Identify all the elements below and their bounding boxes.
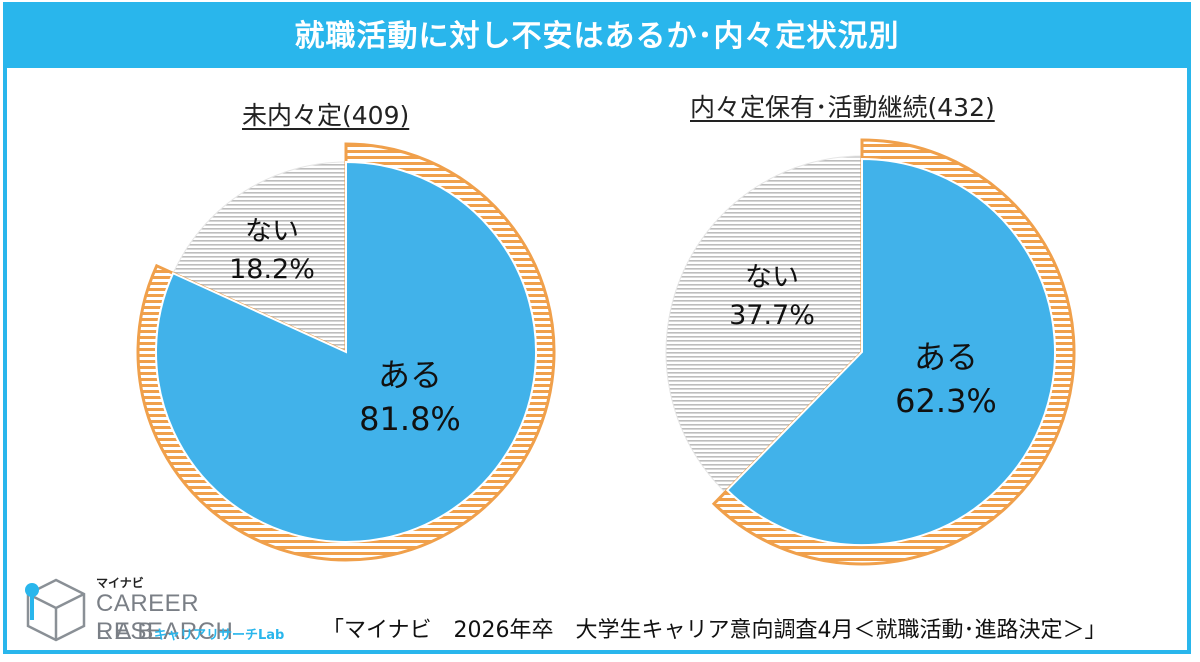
source-note: 「マイナビ 2026年卒 大学生キャリア意向調査4月＜就職活動･進路決定＞」: [322, 618, 1107, 643]
value-aru-1: 62.3%: [895, 382, 997, 420]
label-nai-1: ない: [745, 262, 799, 293]
logo-mynavi: マイナビ: [96, 576, 144, 590]
banner-title: 就職活動に対し不安はあるか･内々定状況別: [7, 6, 1187, 68]
logo-career-research: CAREER RESEARCH: [96, 590, 234, 645]
logo-career-research-lab: マイナビ CAREER RESEARCH LAB キャリアリサーチLab: [22, 572, 322, 648]
chart-title-mi-naitei: 未内々定(409): [242, 101, 410, 130]
slice-aru-0: [155, 160, 537, 543]
chart-title-naitei-hoyu: 内々定保有･活動継続(432): [690, 93, 995, 122]
pie-naitei-hoyu: ある 62.3% ない 37.7%: [665, 138, 1076, 566]
label-aru-1: ある: [914, 338, 978, 376]
value-nai-1: 37.7%: [729, 300, 815, 331]
logo-lab: LAB: [96, 618, 160, 645]
value-nai-0: 18.2%: [229, 254, 315, 285]
label-aru-0: ある: [378, 356, 442, 394]
label-nai-0: ない: [245, 216, 299, 247]
slice-aru-1: [725, 157, 1056, 546]
logo-cube-icon: [25, 578, 86, 642]
slice-nai-1: [665, 155, 863, 494]
logo-sub: キャリアリサーチLab: [154, 628, 285, 643]
slice-nai-0: [172, 161, 347, 353]
pie-mi-naitei: ある 81.8% ない 18.2%: [136, 142, 556, 562]
value-aru-0: 81.8%: [359, 400, 461, 438]
